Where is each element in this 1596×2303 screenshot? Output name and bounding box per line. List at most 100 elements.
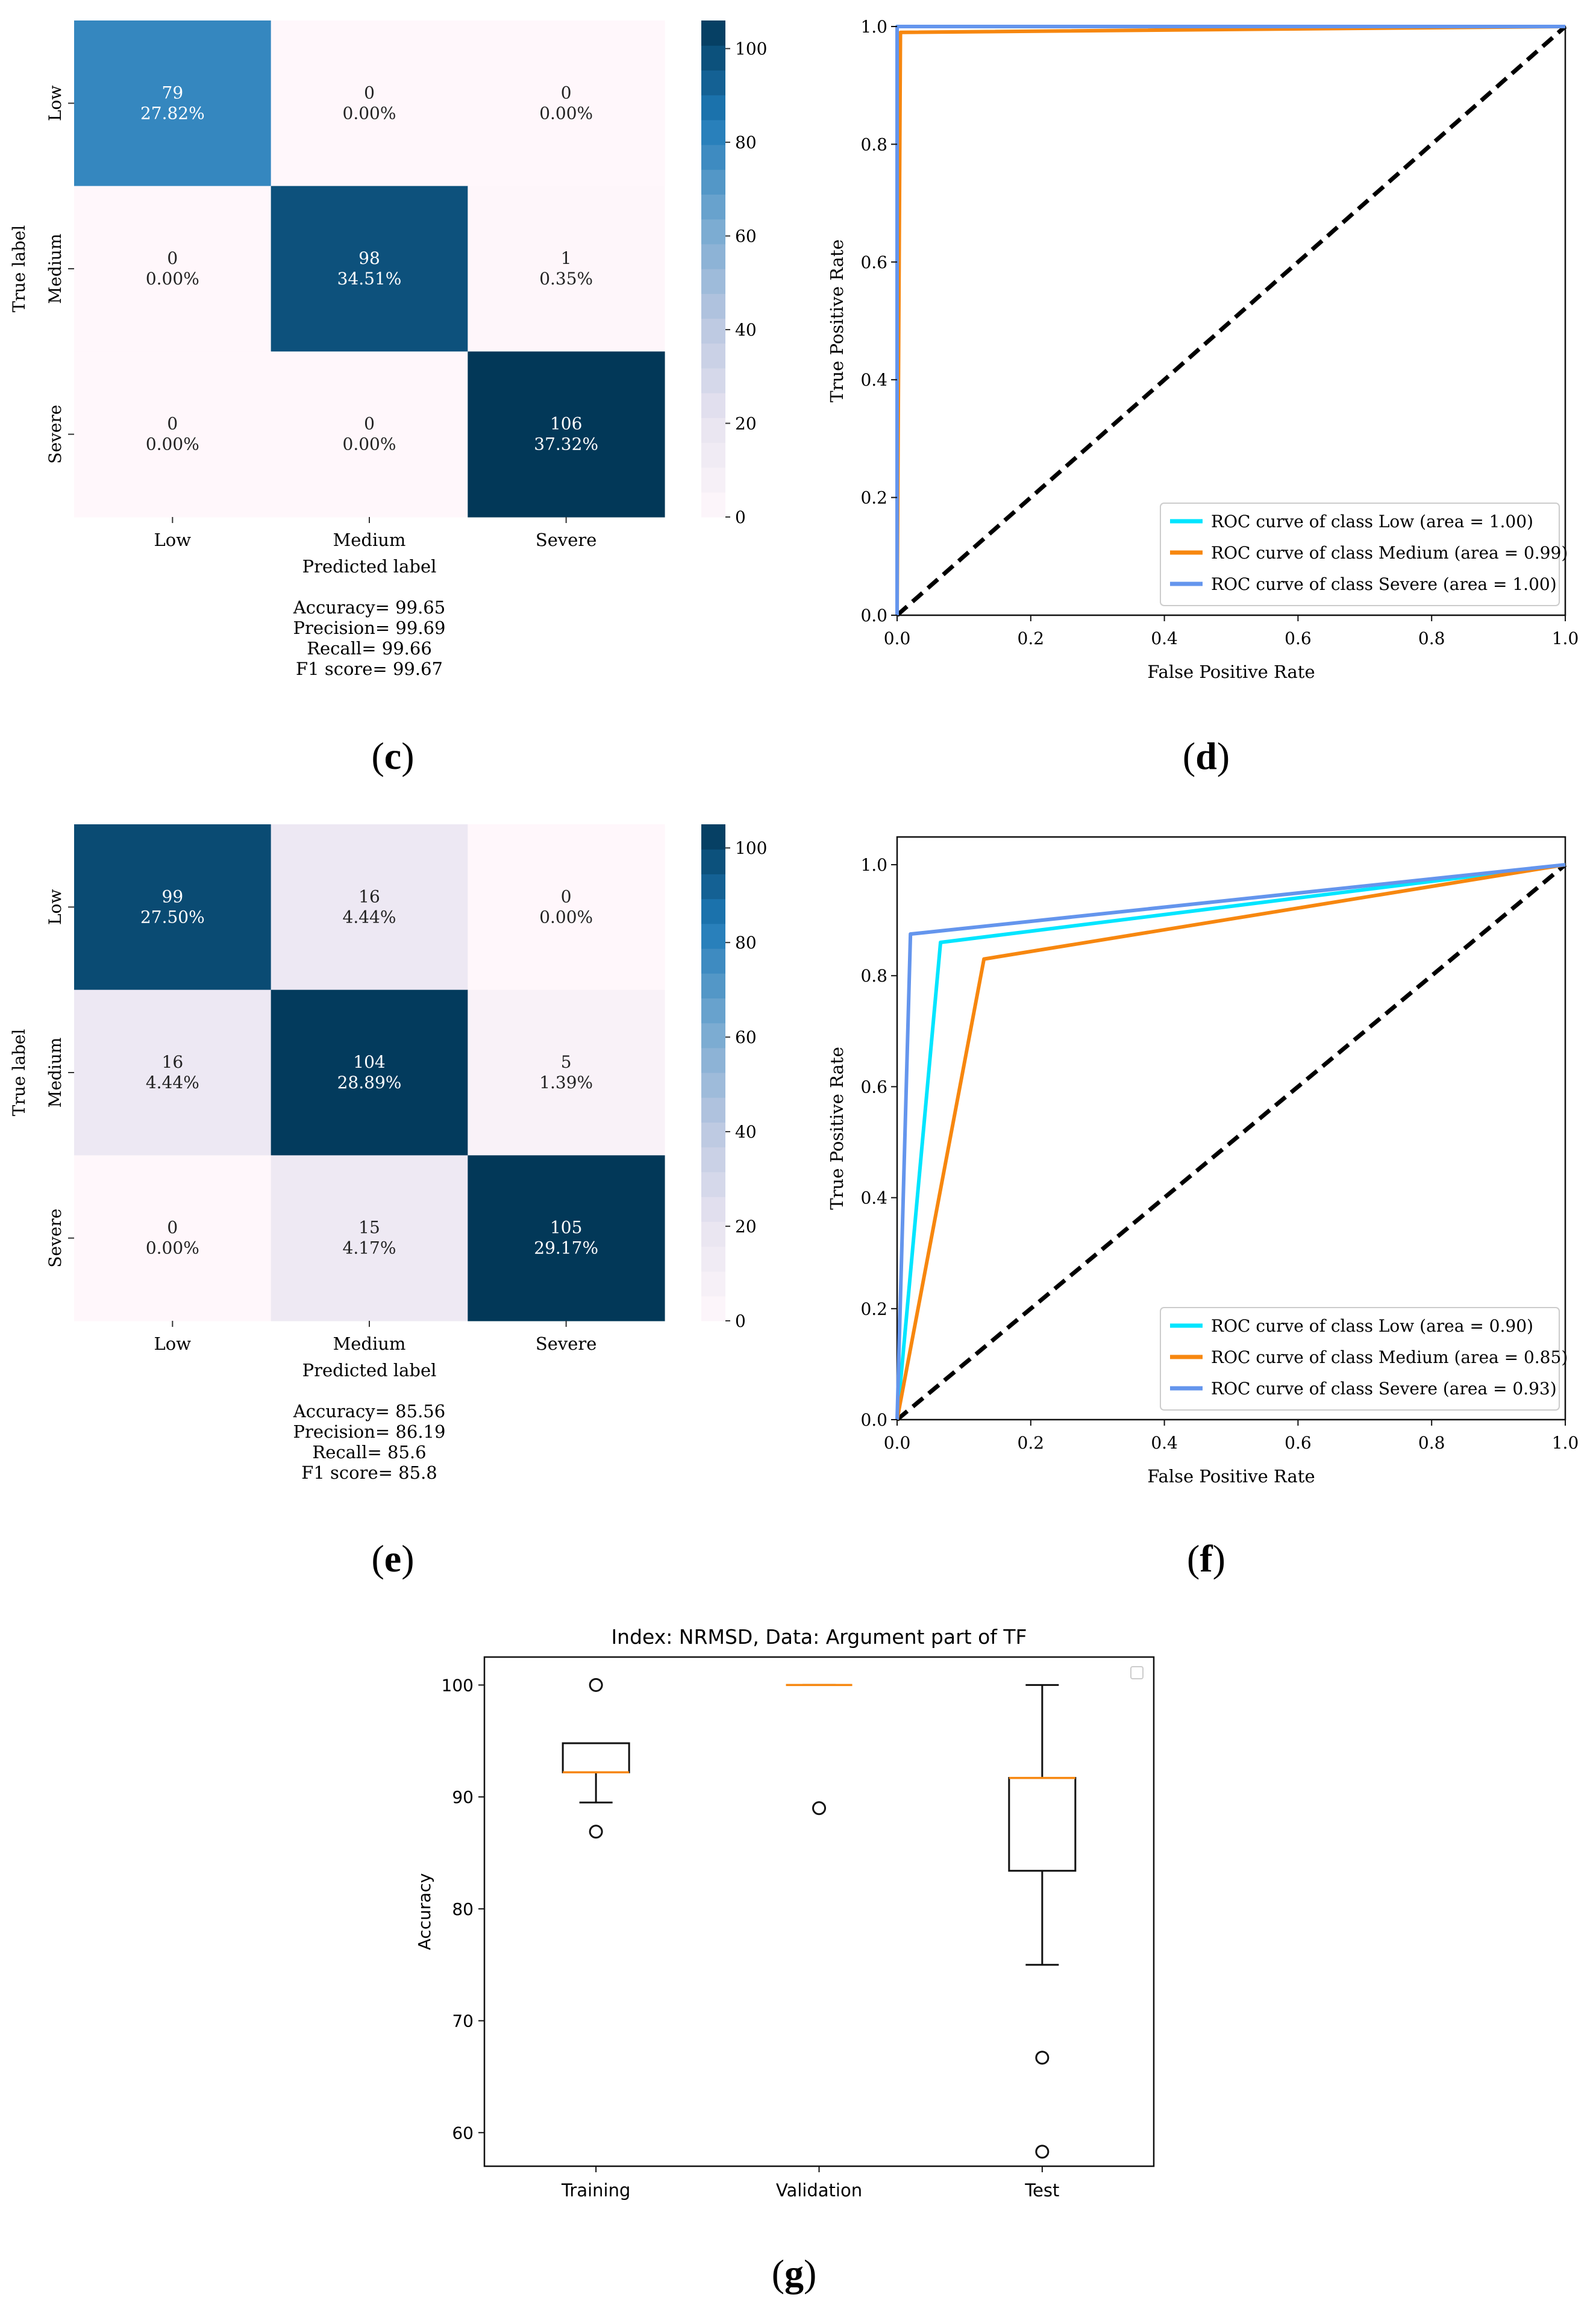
- colorbar-band: [701, 169, 725, 195]
- colorbar-band: [701, 998, 725, 1024]
- x-tick-label: 1.0: [1552, 1433, 1579, 1453]
- heatmap-cell: [468, 989, 665, 1156]
- y-tick-label: Severe: [45, 1209, 65, 1268]
- legend-label: ROC curve of class Medium (area = 0.99): [1211, 543, 1568, 563]
- x-tick-label: Severe: [536, 1333, 597, 1354]
- legend-label: ROC curve of class Medium (area = 0.85): [1211, 1347, 1568, 1367]
- colorbar-band: [701, 1047, 725, 1073]
- caption-c: (c): [371, 735, 414, 777]
- cell-percent: 4.17%: [343, 1238, 396, 1258]
- cell-percent: 0.00%: [539, 907, 593, 927]
- colorbar-band: [701, 1271, 725, 1297]
- y-tick-label: 0.6: [860, 1077, 887, 1097]
- cell-count: 0: [561, 886, 572, 906]
- heatmap-cell: [271, 989, 468, 1156]
- x-tick-label: 0.0: [884, 628, 911, 648]
- legend-label: ROC curve of class Low (area = 0.90): [1211, 1316, 1533, 1336]
- x-tick-label: 0.0: [884, 1433, 911, 1453]
- colorbar-band: [701, 243, 725, 269]
- heatmap-cell: [468, 1155, 665, 1321]
- plot-frame: [483, 1656, 1155, 2167]
- cell-percent: 4.44%: [343, 907, 396, 927]
- cell-count: 0: [561, 83, 572, 102]
- cell-count: 1: [561, 248, 572, 268]
- colorbar-band: [701, 1296, 725, 1321]
- metric-line: Precision= 99.69: [293, 618, 446, 638]
- cell-count: 0: [167, 248, 178, 268]
- colorbar-tick-label: 60: [735, 1027, 757, 1047]
- y-axis-label: True label: [9, 225, 29, 313]
- colorbar-band: [701, 467, 725, 493]
- y-tick-label: 0.0: [860, 1410, 887, 1430]
- x-tick-label: 0.4: [1151, 628, 1178, 648]
- y-tick-label: 0.6: [860, 252, 887, 272]
- heatmap-cell: [468, 20, 665, 187]
- x-tick-label: Medium: [333, 530, 406, 550]
- chart-title: Index: NRMSD, Data: Argument part of TF: [611, 1625, 1027, 1649]
- empty-legend-box: [1130, 1666, 1144, 1679]
- colorbar-band: [701, 824, 725, 850]
- x-tick-label: Training: [561, 2180, 630, 2201]
- colorbar-band: [701, 1122, 725, 1148]
- cell-count: 79: [162, 83, 184, 102]
- cell-percent: 28.89%: [337, 1073, 402, 1092]
- colorbar-band: [701, 145, 725, 170]
- caption-g: (g): [772, 2252, 817, 2295]
- x-axis-label: False Positive Rate: [1147, 662, 1315, 682]
- y-tick-label: Medium: [45, 234, 65, 304]
- x-tick-label: 0.6: [1285, 628, 1312, 648]
- colorbar-band: [701, 874, 725, 900]
- metric-line: Recall= 99.66: [307, 638, 432, 659]
- colorbar-band: [701, 219, 725, 245]
- confusion-matrix-c: 7927.82%00.00%00.00%00.00%9834.51%10.35%…: [9, 20, 767, 679]
- colorbar-tick-label: 20: [735, 1217, 757, 1236]
- cell-percent: 27.82%: [140, 103, 205, 123]
- y-tick-label: 100: [442, 1675, 474, 1695]
- cell-percent: 0.00%: [343, 434, 396, 454]
- heatmap-cell: [74, 989, 272, 1156]
- cell-count: 15: [358, 1218, 380, 1238]
- metric-line: F1 score= 85.8: [301, 1462, 437, 1483]
- heatmap-cell: [271, 1155, 468, 1321]
- outlier-point: [1035, 2051, 1050, 2065]
- x-tick-label: 1.0: [1552, 628, 1579, 648]
- x-tick-label: 0.8: [1418, 1433, 1445, 1453]
- y-tick-label: Medium: [45, 1038, 65, 1108]
- caption-e: (e): [371, 1537, 414, 1580]
- roc-series-line: [895, 863, 1566, 1420]
- colorbar-tick-label: 80: [735, 933, 757, 953]
- colorbar-band: [701, 948, 725, 974]
- cell-percent: 0.00%: [146, 434, 199, 454]
- caption-f: (f): [1187, 1537, 1225, 1580]
- heatmap-cell: [74, 351, 272, 518]
- colorbar-band: [701, 393, 725, 418]
- y-tick-label: 0.8: [860, 134, 887, 154]
- y-tick-label: 1.0: [860, 855, 887, 875]
- heatmap-cell: [468, 186, 665, 352]
- heatmap-cell: [468, 351, 665, 518]
- confusion-matrix-e: 9927.50%164.44%00.00%164.44%10428.89%51.…: [9, 824, 767, 1483]
- heatmap-cell: [74, 186, 272, 352]
- colorbar-band: [701, 1171, 725, 1197]
- outlier-point: [589, 1825, 603, 1839]
- colorbar-band: [701, 898, 725, 924]
- roc-chart-d: 0.0 0.2 0.4 0.6 0.8 1.0 0.0 0.2 0.4 0.6 0.8 1.0 Fals…: [827, 17, 1579, 682]
- colorbar-band: [701, 45, 725, 70]
- x-tick-label: Low: [154, 530, 192, 550]
- cell-percent: 0.00%: [146, 269, 199, 289]
- heatmap-cell: [468, 824, 665, 991]
- reference-diagonal: [895, 863, 1567, 1421]
- legend-label: ROC curve of class Low (area = 1.00): [1211, 512, 1533, 531]
- colorbar-band: [701, 194, 725, 220]
- heatmap-cell: [74, 824, 272, 991]
- y-tick-label: 0.2: [860, 1299, 887, 1319]
- y-tick-label: 0.4: [860, 1188, 887, 1208]
- heatmap-cell: [271, 824, 468, 991]
- colorbar-band: [701, 95, 725, 121]
- x-tick-label: 0.2: [1018, 1433, 1045, 1453]
- x-tick-label: Low: [154, 1333, 192, 1354]
- heatmap-cell: [271, 20, 468, 187]
- reference-diagonal: [895, 25, 1567, 617]
- roc-series-line: [895, 863, 1566, 1420]
- x-tick-label: 0.4: [1151, 1433, 1178, 1453]
